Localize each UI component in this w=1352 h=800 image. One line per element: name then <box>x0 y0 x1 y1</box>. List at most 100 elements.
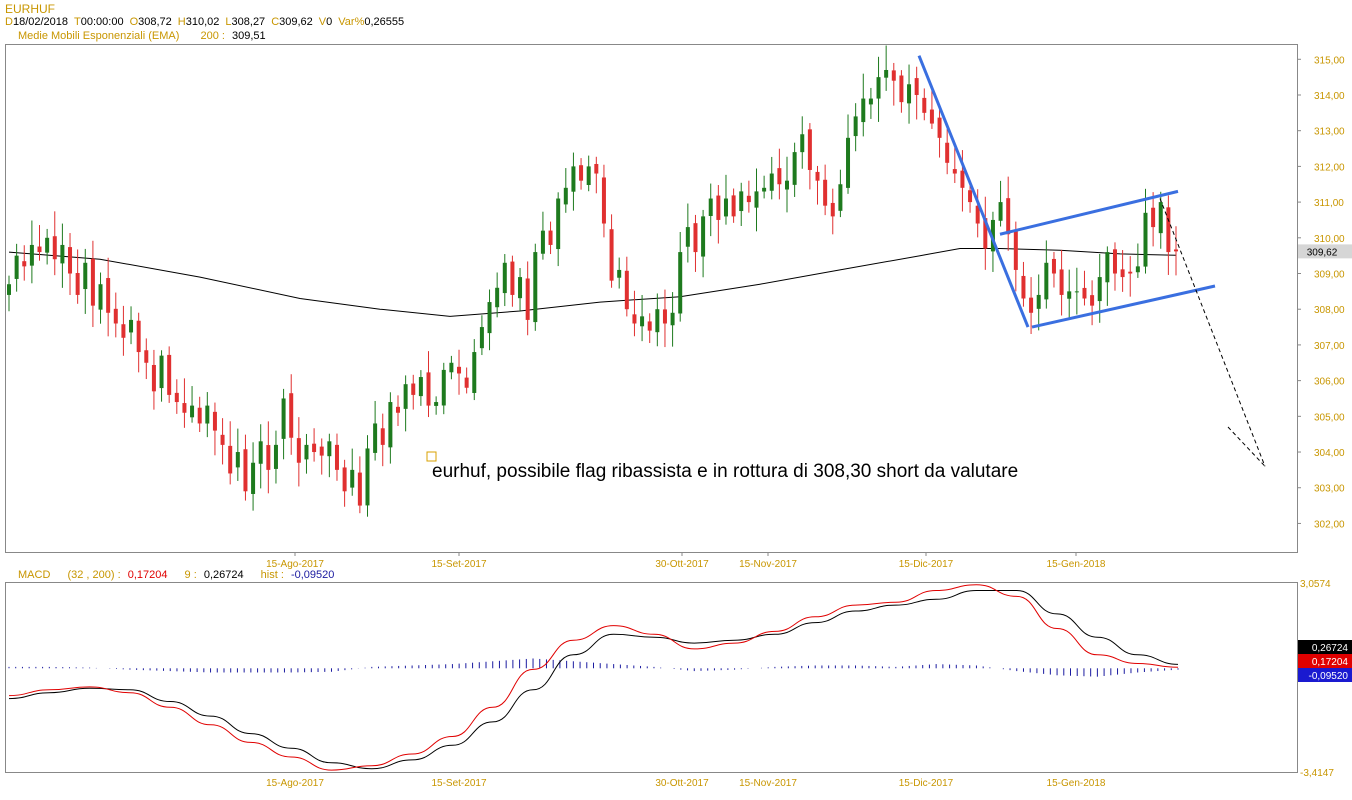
candle-body <box>1044 262 1049 300</box>
candle-body <box>182 403 187 413</box>
candle-body <box>212 411 217 431</box>
price-x-axis: 15-Ago-2017 15-Set-2017 30-Ott-2017 15-Nov-… <box>266 552 1106 570</box>
candle-body <box>762 187 767 192</box>
candle-body <box>159 355 164 389</box>
candle-body <box>334 444 339 470</box>
candle-body <box>983 218 988 249</box>
macd-x-axis: 15-Ago-2017 15-Set-2017 30-Ott-2017 15-Nov-… <box>266 778 1106 789</box>
candle-body <box>1029 297 1034 313</box>
candle-body <box>319 446 324 456</box>
candle-body <box>83 262 88 290</box>
candle-body <box>266 445 271 470</box>
candle-body <box>723 198 728 217</box>
candle-body <box>1051 258 1056 274</box>
price-tick-label: 310,00 <box>1314 234 1345 245</box>
price-tick-label: 305,00 <box>1314 412 1345 423</box>
price-tick-label: 312,00 <box>1314 162 1345 173</box>
candle-body <box>1120 269 1125 278</box>
price-tick-label: 313,00 <box>1314 127 1345 138</box>
candle-body <box>975 205 980 224</box>
candle-body <box>601 177 606 224</box>
macd-tag-text: 0,26724 <box>1312 643 1349 654</box>
candle-body <box>304 444 309 460</box>
candle-body <box>1112 249 1117 274</box>
candle-body <box>800 134 805 153</box>
candle-body <box>121 324 126 338</box>
macd-value-tags: 0,26724 0,17204 -0,09520 <box>1298 640 1352 682</box>
ohlc-label-v: V <box>318 16 327 28</box>
candle-body <box>472 352 477 393</box>
candle-body <box>548 230 553 245</box>
candle-body <box>45 237 50 253</box>
candle-body <box>1090 295 1095 306</box>
candle-body <box>37 246 42 253</box>
macd-x-tick-label: 15-Dic-2017 <box>899 778 954 789</box>
candle-body <box>228 445 233 474</box>
hist-value: -0,09520 <box>290 569 335 581</box>
macd-value: 0,17204 <box>127 569 168 581</box>
candle-body <box>1074 291 1079 293</box>
candle-body <box>495 287 500 308</box>
price-tick-label: 315,00 <box>1314 55 1345 66</box>
last-price-text: 309,62 <box>1307 247 1338 258</box>
candle-body <box>1021 275 1026 299</box>
ohlc-label-o: O <box>129 16 139 28</box>
candle-body <box>929 109 934 124</box>
macd-axis: 3,0574 -3,4147 <box>1300 579 1334 779</box>
candle-body <box>68 247 73 274</box>
candle-body <box>563 187 568 205</box>
ohlc-value-h: 310,02 <box>185 16 220 28</box>
candles <box>7 45 1178 517</box>
candle-body <box>167 354 172 395</box>
symbol-title: EURHUF <box>5 2 55 16</box>
candle-body <box>624 270 629 310</box>
candle-body <box>998 202 1003 221</box>
macd-x-tick-label: 30-Ott-2017 <box>655 778 709 789</box>
candle-body <box>403 384 408 409</box>
ohlc-label-t: T <box>74 16 81 28</box>
candle-body <box>273 444 278 469</box>
candle-body <box>876 77 881 99</box>
candle-body <box>1082 287 1087 299</box>
candle-body <box>1097 277 1102 302</box>
candle-body <box>205 405 210 424</box>
candle-body <box>960 170 965 188</box>
candle-body <box>357 472 362 506</box>
macd-tag-box <box>1298 668 1352 682</box>
candle-body <box>731 195 736 217</box>
macd-x-tick-label: 15-Gen-2018 <box>1047 778 1106 789</box>
candle-body <box>861 98 866 123</box>
candle-body <box>243 449 248 492</box>
price-x-tick-label: 15-Set-2017 <box>431 559 486 570</box>
candle-body <box>891 70 896 81</box>
candle-body <box>52 236 57 260</box>
ohlc-label-l: L <box>225 16 232 28</box>
candle-body <box>418 377 423 397</box>
candle-body <box>670 312 675 326</box>
ohlc-value-d: 18/02/2018 <box>12 16 69 28</box>
price-tick-label: 302,00 <box>1314 519 1345 530</box>
candle-body <box>350 469 355 488</box>
candle-body <box>540 230 545 254</box>
candle-body <box>884 69 889 78</box>
candle-body <box>945 142 950 163</box>
candle-body <box>426 372 431 406</box>
candle-body <box>235 452 240 468</box>
trendlines <box>917 55 1266 467</box>
candle-body <box>968 190 973 203</box>
hist-label: hist : <box>260 569 284 581</box>
candle-body <box>525 278 530 320</box>
macd-tag-text: 0,17204 <box>1312 657 1349 668</box>
candle-body <box>441 369 446 406</box>
last-price-box <box>1298 244 1352 259</box>
candle-body <box>373 423 378 453</box>
ohlc-value-varpct: 0,26555 <box>364 16 405 28</box>
annotation-marker[interactable] <box>426 451 437 462</box>
macd-legend: MACD (32 , 200) : 0,17204 9 : 0,26724 hi… <box>18 569 334 581</box>
candle-body <box>899 75 904 103</box>
candle-body <box>1105 252 1110 283</box>
projection-arrow <box>1227 426 1266 467</box>
candle-body <box>220 434 225 445</box>
candle-body <box>60 244 65 264</box>
